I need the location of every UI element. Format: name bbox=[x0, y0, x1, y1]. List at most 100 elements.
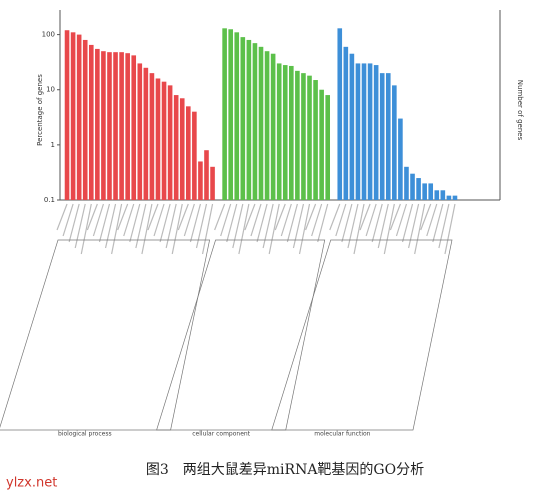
x-tick-label-placeholder bbox=[389, 203, 401, 231]
group-label: biological process bbox=[58, 431, 112, 438]
bar bbox=[82, 39, 88, 200]
bar bbox=[301, 73, 306, 200]
bar bbox=[228, 29, 233, 200]
x-tick-label-placeholder bbox=[371, 203, 383, 243]
x-tick-label-placeholder bbox=[317, 203, 329, 243]
x-tick-label-placeholder bbox=[153, 203, 165, 237]
bar bbox=[373, 65, 379, 200]
bar bbox=[264, 51, 270, 201]
bar bbox=[137, 63, 143, 201]
y-tick-label: 10 bbox=[46, 86, 55, 94]
bar bbox=[198, 161, 203, 200]
bar bbox=[343, 46, 349, 201]
x-tick-label-placeholder bbox=[353, 203, 365, 255]
x-tick-label-placeholder bbox=[68, 203, 80, 243]
x-tick-label-placeholder bbox=[111, 203, 123, 255]
x-tick-label-placeholder bbox=[117, 203, 129, 231]
x-tick-label-placeholder bbox=[311, 203, 323, 237]
bar bbox=[337, 28, 343, 200]
bar bbox=[319, 89, 324, 200]
x-tick-label-placeholder bbox=[250, 203, 262, 237]
bar bbox=[161, 81, 167, 200]
x-tick-label-placeholder bbox=[226, 203, 238, 243]
bar bbox=[416, 178, 421, 200]
watermark: ylzx.net bbox=[6, 476, 57, 491]
x-tick-label-placeholder bbox=[268, 203, 280, 255]
bar bbox=[131, 55, 137, 200]
bar bbox=[276, 63, 282, 201]
bar bbox=[95, 48, 100, 200]
bar bbox=[155, 78, 161, 200]
bar bbox=[88, 44, 94, 200]
bar bbox=[410, 173, 415, 200]
x-tick-label-placeholder bbox=[56, 203, 68, 231]
x-tick-label-placeholder bbox=[92, 203, 104, 237]
x-tick-label-placeholder bbox=[80, 203, 92, 255]
bar bbox=[70, 32, 76, 200]
y-axis-label: Percentage of genes bbox=[36, 74, 44, 146]
x-tick-label-placeholder bbox=[220, 203, 232, 237]
x-tick-label-placeholder bbox=[195, 203, 208, 249]
bar bbox=[76, 34, 82, 201]
x-tick-label-placeholder bbox=[256, 203, 268, 243]
bar bbox=[446, 195, 452, 200]
x-tick-label-placeholder bbox=[438, 203, 450, 249]
x-tick-label-placeholder bbox=[177, 203, 189, 231]
x-tick-label-placeholder bbox=[62, 203, 74, 237]
bar bbox=[246, 39, 252, 200]
x-tick-label-placeholder bbox=[335, 203, 347, 237]
bar bbox=[240, 37, 246, 200]
bar bbox=[149, 73, 155, 200]
x-tick-label-placeholder bbox=[432, 203, 444, 243]
bar bbox=[185, 106, 191, 200]
x-tick-label-placeholder bbox=[262, 203, 274, 249]
bar bbox=[210, 166, 215, 200]
bar bbox=[307, 75, 312, 200]
x-tick-label-placeholder bbox=[329, 203, 341, 231]
bar bbox=[440, 190, 446, 200]
bar bbox=[313, 80, 318, 200]
x-tick-label-placeholder bbox=[365, 203, 377, 237]
y-tick-label: 0.1 bbox=[44, 196, 55, 204]
bar bbox=[258, 46, 264, 201]
x-tick-label-placeholder bbox=[401, 203, 414, 243]
x-tick-label-placeholder bbox=[147, 203, 159, 231]
bar bbox=[392, 85, 397, 200]
bar bbox=[325, 95, 331, 200]
group-label: cellular component bbox=[192, 431, 250, 438]
x-tick-label-placeholder bbox=[104, 203, 117, 249]
x-tick-label-placeholder bbox=[98, 203, 111, 243]
bar bbox=[428, 183, 434, 200]
bar bbox=[101, 51, 106, 201]
bar bbox=[173, 95, 179, 200]
group-label: molecular function bbox=[314, 431, 370, 438]
bar bbox=[167, 85, 173, 200]
bar bbox=[143, 67, 149, 201]
bar bbox=[125, 53, 130, 201]
x-tick-label-placeholder bbox=[244, 203, 256, 231]
x-tick-label-placeholder bbox=[359, 203, 371, 231]
x-tick-label-placeholder bbox=[129, 203, 141, 243]
x-tick-label-placeholder bbox=[159, 203, 171, 243]
x-tick-label-placeholder bbox=[408, 203, 420, 249]
x-tick-label-placeholder bbox=[298, 203, 311, 255]
bar bbox=[385, 73, 391, 200]
x-tick-label-placeholder bbox=[292, 203, 305, 249]
group-box bbox=[0, 239, 211, 431]
x-tick-label-placeholder bbox=[444, 203, 456, 255]
x-tick-label-placeholder bbox=[414, 203, 426, 255]
x-tick-label-placeholder bbox=[86, 203, 98, 231]
bar bbox=[452, 195, 458, 200]
bar bbox=[355, 63, 361, 201]
x-tick-label-placeholder bbox=[426, 203, 438, 237]
x-tick-label-placeholder bbox=[286, 203, 298, 243]
caption: 图3 两组大鼠差异miRNA靶基因的GO分析 bbox=[146, 461, 424, 478]
x-tick-label-placeholder bbox=[232, 203, 244, 249]
bar bbox=[434, 190, 440, 200]
y-tick-label: 100 bbox=[42, 31, 55, 39]
x-tick-label-placeholder bbox=[347, 203, 359, 249]
bar bbox=[367, 63, 373, 201]
x-tick-label-placeholder bbox=[165, 203, 177, 249]
x-tick-label-placeholder bbox=[214, 203, 226, 231]
bar bbox=[119, 52, 124, 200]
